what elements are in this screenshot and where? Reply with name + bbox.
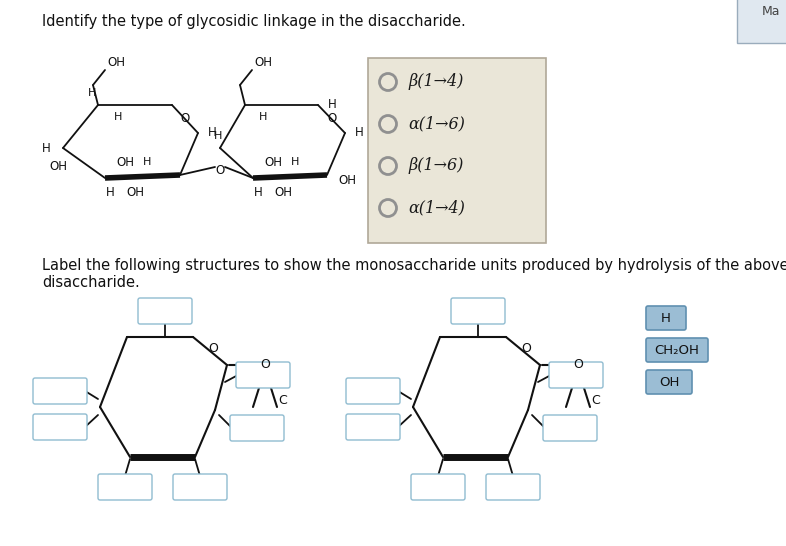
Text: β(1→4): β(1→4) — [408, 74, 464, 91]
FancyBboxPatch shape — [411, 474, 465, 500]
Text: H: H — [143, 157, 151, 167]
Text: C: C — [278, 395, 288, 407]
FancyBboxPatch shape — [549, 362, 603, 388]
Text: H: H — [291, 157, 299, 167]
FancyBboxPatch shape — [173, 474, 227, 500]
Text: α(1→4): α(1→4) — [408, 199, 465, 217]
FancyBboxPatch shape — [346, 378, 400, 404]
Text: O: O — [180, 111, 189, 124]
FancyBboxPatch shape — [543, 415, 597, 441]
Text: H: H — [259, 112, 267, 122]
Text: CH₂OH: CH₂OH — [655, 343, 700, 357]
FancyBboxPatch shape — [646, 306, 686, 330]
Text: H: H — [114, 112, 122, 122]
Text: O: O — [215, 163, 225, 176]
Text: C: C — [592, 395, 601, 407]
Text: O: O — [260, 359, 270, 371]
Text: OH: OH — [107, 56, 125, 68]
Text: OH: OH — [49, 159, 67, 173]
Text: H: H — [661, 312, 671, 324]
FancyBboxPatch shape — [346, 414, 400, 440]
FancyBboxPatch shape — [33, 414, 87, 440]
Text: H: H — [328, 98, 336, 111]
Text: H: H — [354, 127, 363, 139]
Text: OH: OH — [274, 186, 292, 199]
FancyBboxPatch shape — [33, 378, 87, 404]
Text: H: H — [254, 186, 263, 199]
Text: O: O — [521, 342, 531, 355]
Text: H: H — [88, 88, 96, 98]
FancyBboxPatch shape — [230, 415, 284, 441]
FancyBboxPatch shape — [646, 370, 692, 394]
Text: O: O — [208, 342, 218, 355]
Text: Identify the type of glycosidic linkage in the disaccharide.: Identify the type of glycosidic linkage … — [42, 14, 466, 29]
Text: H: H — [42, 141, 51, 155]
FancyBboxPatch shape — [368, 58, 546, 243]
Text: OH: OH — [264, 156, 282, 169]
Text: H: H — [105, 186, 115, 199]
Text: OH: OH — [659, 376, 679, 389]
Text: β(1→6): β(1→6) — [408, 157, 464, 175]
Text: OH: OH — [254, 56, 272, 68]
FancyBboxPatch shape — [138, 298, 192, 324]
FancyBboxPatch shape — [646, 338, 708, 362]
FancyBboxPatch shape — [236, 362, 290, 388]
Text: OH: OH — [126, 186, 144, 199]
FancyBboxPatch shape — [98, 474, 152, 500]
FancyBboxPatch shape — [486, 474, 540, 500]
Text: OH: OH — [338, 174, 356, 187]
Text: α(1→6): α(1→6) — [408, 116, 465, 133]
Text: O: O — [328, 111, 336, 124]
Text: H: H — [214, 131, 222, 141]
Text: Label the following structures to show the monosaccharide units produced by hydr: Label the following structures to show t… — [42, 258, 786, 290]
Text: H: H — [208, 127, 216, 139]
Text: OH: OH — [116, 156, 134, 169]
Text: Ma: Ma — [762, 5, 780, 18]
Text: O: O — [573, 359, 583, 371]
FancyBboxPatch shape — [451, 298, 505, 324]
